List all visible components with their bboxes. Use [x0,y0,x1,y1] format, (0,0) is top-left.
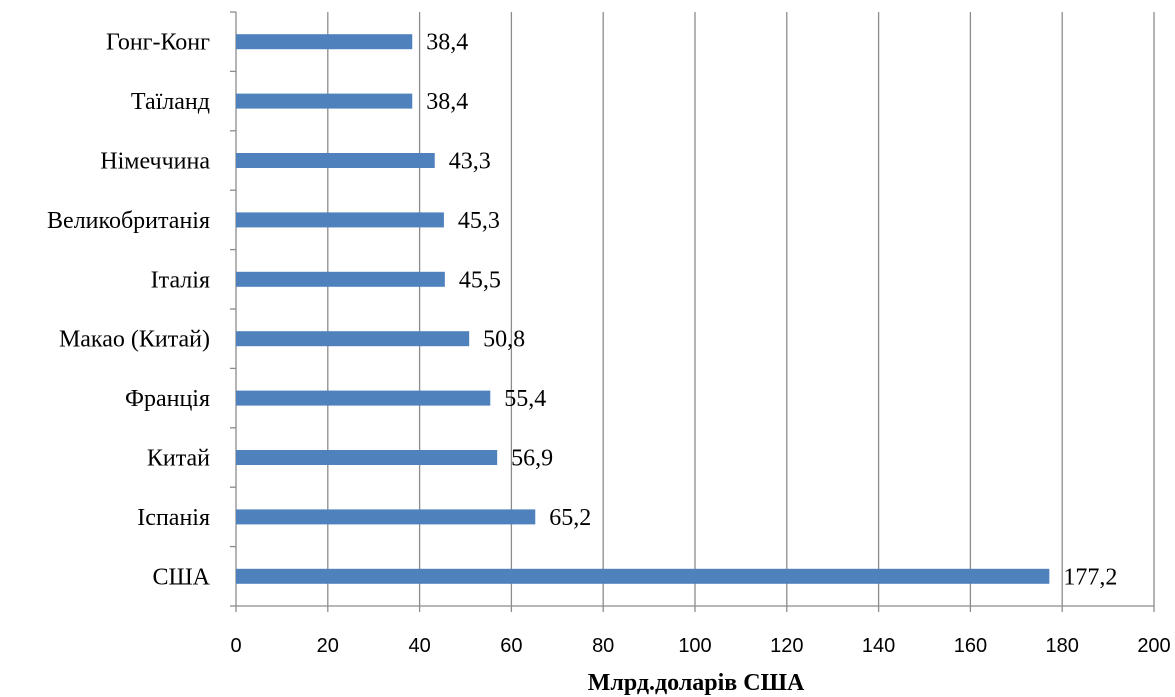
bar [236,93,413,109]
x-tick-label: 140 [862,635,895,657]
x-tick-label: 80 [592,635,614,657]
category-label: США [152,564,210,590]
category-label: Великобританія [47,208,210,234]
bar [236,212,444,228]
data-label: 177,2 [1063,564,1117,590]
data-label: 55,4 [504,386,546,412]
x-tick-label: 60 [500,635,522,657]
x-tick-label: 100 [678,635,711,657]
data-label: 45,5 [459,267,501,293]
x-axis-title: Млрд.доларів США [588,670,805,696]
data-label: 65,2 [549,505,591,531]
x-tick-label: 0 [230,635,241,657]
value-labels: 38,4 38,4 43,3 45,3 45,5 50,8 55,4 56,9 65,2 177,… [426,30,1117,591]
x-tick-label: 40 [408,635,430,657]
data-label: 38,4 [426,89,468,115]
axes [230,11,1155,612]
data-label: 56,9 [511,446,553,472]
x-tick-label: 120 [770,635,803,657]
category-label: Німеччина [100,149,210,175]
bar [236,153,435,168]
bar [236,331,470,347]
category-label: Франція [125,386,210,412]
bar [236,450,498,465]
category-label: Таїланд [131,89,210,115]
x-tick-labels: 0 20 40 60 80 100 120 140 160 180 200 [230,635,1170,657]
data-label: 38,4 [426,30,468,56]
bar [236,568,1050,584]
gridlines [327,12,1155,606]
category-labels: Гонг-Конг Таїланд Німеччина Великобританія І… [47,30,211,591]
data-label: 43,3 [449,149,491,175]
category-label: Італія [151,267,210,293]
category-label: Іспанія [137,505,210,531]
category-label: Гонг-Конг [106,30,210,56]
bar [236,390,491,406]
bar [236,34,413,50]
category-label: Макао (Китай) [59,327,210,353]
bar [236,509,536,525]
x-tick-label: 180 [1046,635,1079,657]
data-label: 45,3 [458,208,500,234]
x-tick-label: 200 [1137,635,1170,657]
bar [236,271,445,287]
x-tick-label: 20 [317,635,339,657]
bars [236,34,1050,584]
category-label: Китай [147,446,210,472]
x-tick-label: 160 [954,635,987,657]
data-label: 50,8 [483,327,525,353]
